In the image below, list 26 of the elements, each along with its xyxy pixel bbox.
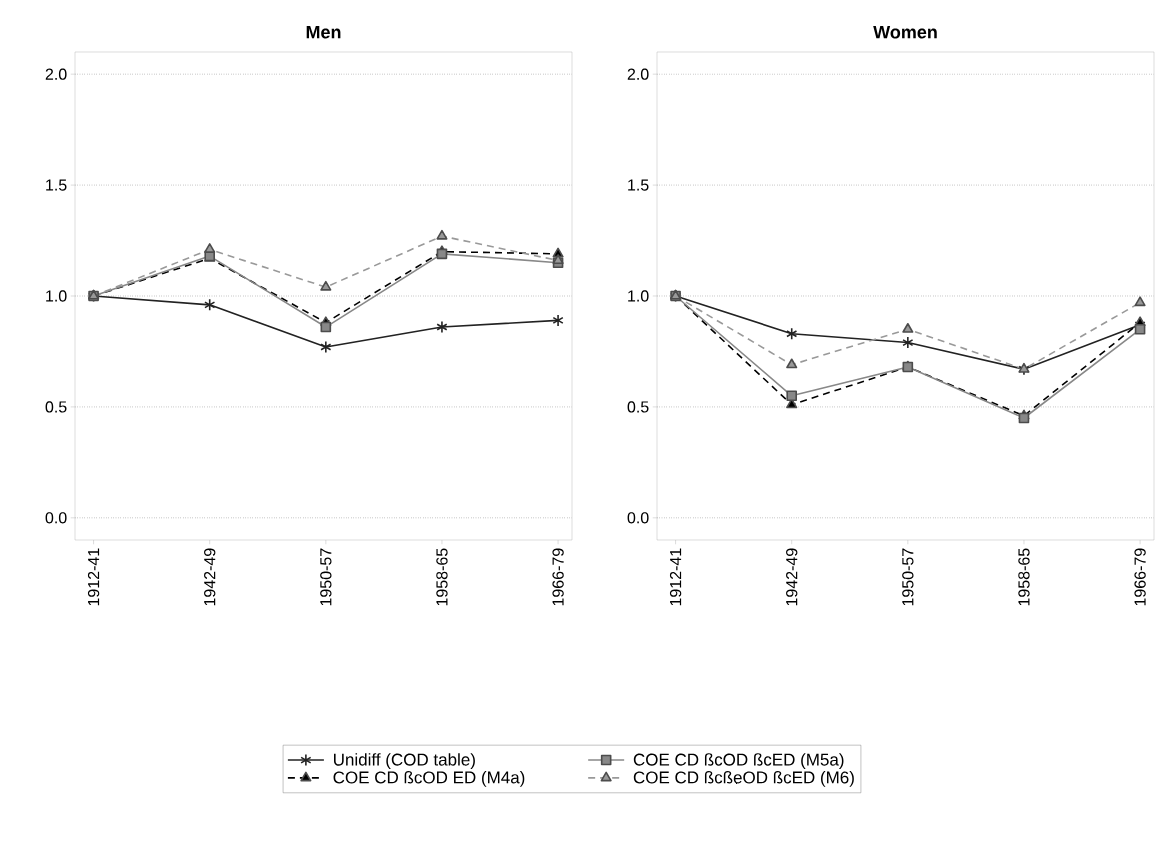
y-tick-label: 2.0 (627, 68, 649, 80)
legend-label: Unidiff (COD table) (334, 753, 475, 769)
x-tick-label: 1966-79 (1134, 548, 1146, 606)
x-tick-label: 1942-49 (786, 548, 798, 606)
y-tick-label: 0.0 (45, 512, 67, 524)
x-tick-label: 1966-79 (552, 548, 564, 606)
chart-title: Men (306, 25, 341, 39)
y-tick-label: 1.5 (628, 179, 649, 191)
x-tick-label: 1912-41 (87, 548, 100, 606)
chart-title: Women (873, 25, 937, 39)
legend-label: COE CD ßcOD ßcED (M5a) (633, 753, 844, 769)
x-tick-label: 1912-41 (669, 548, 682, 606)
y-tick-label: 0.5 (627, 401, 649, 413)
x-tick-label: 1958-65 (436, 548, 448, 606)
x-tick-label: 1950-57 (902, 548, 914, 606)
y-tick-label: 0.0 (627, 512, 649, 524)
y-tick-label: 1.0 (628, 290, 649, 302)
y-tick-label: 1.0 (46, 290, 67, 302)
x-tick-label: 1958-65 (1018, 548, 1030, 606)
x-tick-label: 1942-49 (204, 548, 216, 606)
x-tick-label: 1950-57 (320, 548, 332, 606)
legend-label: COE CD ßcOD ED (M4a) (333, 770, 525, 787)
y-tick-label: 0.5 (45, 401, 67, 413)
y-tick-label: 1.5 (46, 179, 67, 191)
legend-label: COE CD ßcßeOD ßcED (M6) (633, 770, 854, 787)
y-tick-label: 2.0 (45, 68, 67, 80)
